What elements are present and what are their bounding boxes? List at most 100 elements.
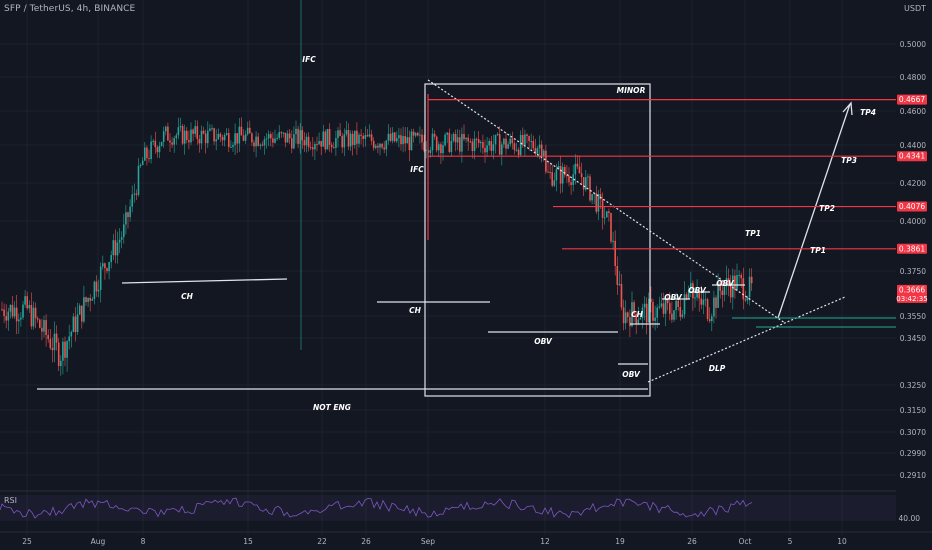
candle-body [282, 132, 285, 134]
candle-body [303, 140, 306, 146]
candle-body [93, 281, 96, 300]
candle-body [286, 133, 289, 143]
price-tag-text: 0.3666 [899, 285, 925, 294]
candle-body [715, 297, 717, 308]
candle-body [679, 306, 682, 317]
candle-body [538, 144, 541, 149]
candle-body [261, 144, 264, 146]
candle-body [641, 307, 644, 318]
candle-body [746, 297, 749, 301]
candle-body [234, 133, 236, 146]
candle-body [316, 143, 318, 145]
arrow-head [842, 101, 853, 116]
candle-body [186, 130, 188, 140]
candle-body [160, 141, 163, 146]
candle-body [713, 297, 715, 317]
candle-body [28, 305, 31, 309]
candle-body [190, 129, 192, 143]
candle-body [158, 145, 161, 153]
candle-body [272, 138, 274, 143]
candle-body [207, 130, 209, 144]
candle-body [49, 339, 52, 349]
minor-box [424, 83, 651, 397]
candle-body [53, 333, 56, 351]
candle-body [608, 211, 610, 213]
candle-body [708, 319, 711, 322]
candle-body [421, 134, 423, 143]
candle-body [196, 126, 199, 140]
y-tick-label: 0.3070 [900, 428, 926, 437]
candle-body [83, 297, 85, 322]
candle-body [580, 173, 583, 178]
candle-body [141, 160, 144, 166]
candle-body [414, 132, 417, 136]
annotation-ifc: IFC [302, 55, 316, 64]
annotation-tp4: TP4 [860, 108, 876, 117]
candle-body [211, 128, 213, 130]
candle-body [484, 147, 486, 153]
candle-body [257, 136, 259, 146]
candle-body [505, 138, 507, 149]
candle-body [51, 348, 54, 351]
candle-body [494, 134, 497, 145]
candle-body [249, 127, 251, 134]
x-tick-label: Aug [91, 537, 106, 546]
candle-body [496, 134, 499, 136]
candle-body [198, 139, 201, 144]
candle-body [431, 133, 434, 151]
candle-body [696, 292, 698, 298]
candle-body [400, 135, 402, 145]
candle-body [622, 307, 625, 324]
x-tick-label: 26 [687, 537, 697, 546]
candle-body [389, 133, 392, 141]
candle-body [549, 171, 551, 173]
candle-body [125, 212, 127, 225]
candle-body [574, 163, 577, 175]
candle-body [219, 133, 222, 138]
candle-body [326, 128, 329, 150]
candle-body [81, 305, 83, 322]
candle-body [379, 143, 381, 148]
rsi-value-label: 40.00 [899, 514, 921, 523]
projection-arrow [777, 103, 851, 319]
candle-body [270, 134, 272, 139]
candle-body [423, 142, 425, 151]
candle-body [501, 144, 503, 155]
candle-body [543, 150, 545, 157]
candle-body [171, 142, 173, 145]
candle-body [78, 305, 81, 315]
candle-body [106, 268, 108, 272]
candle-body [30, 305, 33, 327]
y-tick-label: 0.3150 [900, 406, 926, 415]
candle-body [381, 143, 383, 148]
candle-body [221, 137, 224, 141]
candle-body [698, 292, 700, 299]
unit-label: USDT [904, 4, 926, 13]
candle-body [133, 193, 136, 195]
candle-body [320, 141, 322, 147]
candle-body [358, 134, 360, 144]
x-tick-label: 25 [22, 537, 32, 546]
candle-body [576, 163, 579, 167]
candle-body [240, 126, 243, 136]
candle-body [706, 299, 709, 320]
candle-body [299, 130, 301, 144]
candle-body [450, 140, 453, 152]
annotation-ch: CH [181, 292, 194, 301]
candle-body [540, 144, 543, 157]
candle-body [251, 133, 253, 143]
candle-body [473, 138, 476, 152]
candle-body [624, 312, 627, 324]
candle-body [9, 304, 12, 312]
candle-body [465, 137, 467, 140]
candle-body [238, 126, 241, 144]
candle-body [150, 141, 152, 160]
annotation-obv: OBV [664, 293, 683, 302]
candle-body [719, 282, 721, 291]
candle-body [97, 289, 100, 292]
candle-body [228, 133, 230, 147]
candle-body [354, 130, 356, 145]
annotation-tp2: TP2 [819, 204, 835, 213]
candle-body [85, 297, 87, 303]
